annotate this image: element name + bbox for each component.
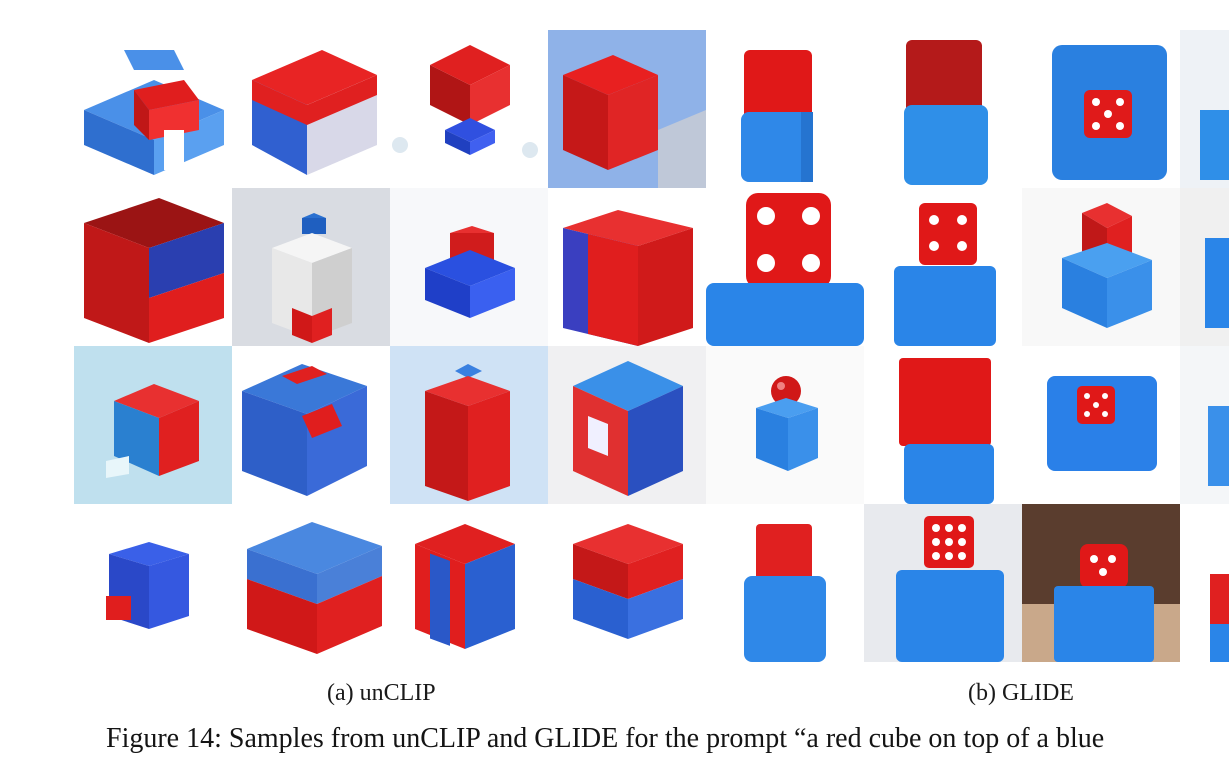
rubik-cube-image xyxy=(252,50,377,175)
sample-image xyxy=(390,504,548,662)
red-cube-blue-side-image xyxy=(563,210,693,346)
sample-image xyxy=(864,504,1022,662)
sample-image xyxy=(232,504,390,662)
red-on-blue-image xyxy=(741,50,813,182)
dice-on-blue-image xyxy=(706,193,864,346)
red-top-blue-bottom-image xyxy=(573,524,683,639)
subcaption-glide: (b) GLIDE xyxy=(968,680,1074,706)
sample-image xyxy=(1180,346,1229,504)
red-on-blue-image xyxy=(744,524,826,662)
sample-image xyxy=(1180,30,1229,188)
sample-image xyxy=(706,30,864,188)
sample-image xyxy=(1022,504,1180,662)
sample-image xyxy=(864,30,1022,188)
dice-on-blue-image xyxy=(1052,45,1167,180)
sample-image xyxy=(74,188,232,346)
sample-image xyxy=(74,30,232,188)
white-tower-image xyxy=(272,213,352,343)
red-on-blue-image xyxy=(899,358,994,504)
striped-cube-image xyxy=(415,524,515,649)
sample-grid xyxy=(74,30,1229,662)
cropped-sample-image xyxy=(1205,238,1229,328)
dice-on-blue-image xyxy=(894,203,996,346)
sphere-on-blue-image xyxy=(756,376,818,471)
sample-image xyxy=(548,504,706,662)
sample-image xyxy=(74,504,232,662)
sample-image xyxy=(1180,188,1229,346)
checkered-cube-image xyxy=(573,361,683,496)
sample-image xyxy=(1022,346,1180,504)
sample-image xyxy=(74,346,232,504)
red-tower-image xyxy=(425,364,510,501)
blue-cube-red-corner-image xyxy=(106,542,189,629)
cropped-sample-image xyxy=(1208,406,1229,486)
red-on-blue-image xyxy=(1062,203,1152,328)
cube-stack-image xyxy=(84,50,224,175)
sample-image xyxy=(1022,30,1180,188)
sample-image xyxy=(232,30,390,188)
sample-image xyxy=(706,346,864,504)
sample-image xyxy=(1180,504,1229,662)
cropped-sample-image xyxy=(1200,110,1229,180)
dice-on-blue-image xyxy=(1022,544,1180,662)
red-on-blue-image xyxy=(904,40,988,185)
sample-image xyxy=(548,30,706,188)
subcaption-unclip: (a) unCLIP xyxy=(327,680,436,706)
floating-cube-image xyxy=(392,45,538,158)
sample-image xyxy=(706,504,864,662)
sample-image xyxy=(548,188,706,346)
rubik-red-image xyxy=(563,55,706,188)
dice-on-blue-image xyxy=(896,516,1004,662)
sample-image xyxy=(706,188,864,346)
sample-image xyxy=(232,346,390,504)
sample-image xyxy=(390,346,548,504)
red-blue-block-image xyxy=(84,198,224,343)
dice-on-blue-image xyxy=(1047,376,1157,471)
blue-top-red-bottom-image xyxy=(247,522,382,654)
sample-image xyxy=(864,346,1022,504)
sample-image xyxy=(390,30,548,188)
sample-image xyxy=(390,188,548,346)
figure-caption: Figure 14: Samples from unCLIP and GLIDE… xyxy=(106,723,1105,754)
sample-image xyxy=(864,188,1022,346)
sample-image xyxy=(548,346,706,504)
cropped-sample-image xyxy=(1210,574,1229,662)
red-cube-blue-side-image xyxy=(106,384,199,478)
blue-stack-red-top-image xyxy=(425,226,515,318)
sample-image xyxy=(1022,188,1180,346)
sample-image xyxy=(232,188,390,346)
blue-grid-cube-image xyxy=(242,364,367,496)
